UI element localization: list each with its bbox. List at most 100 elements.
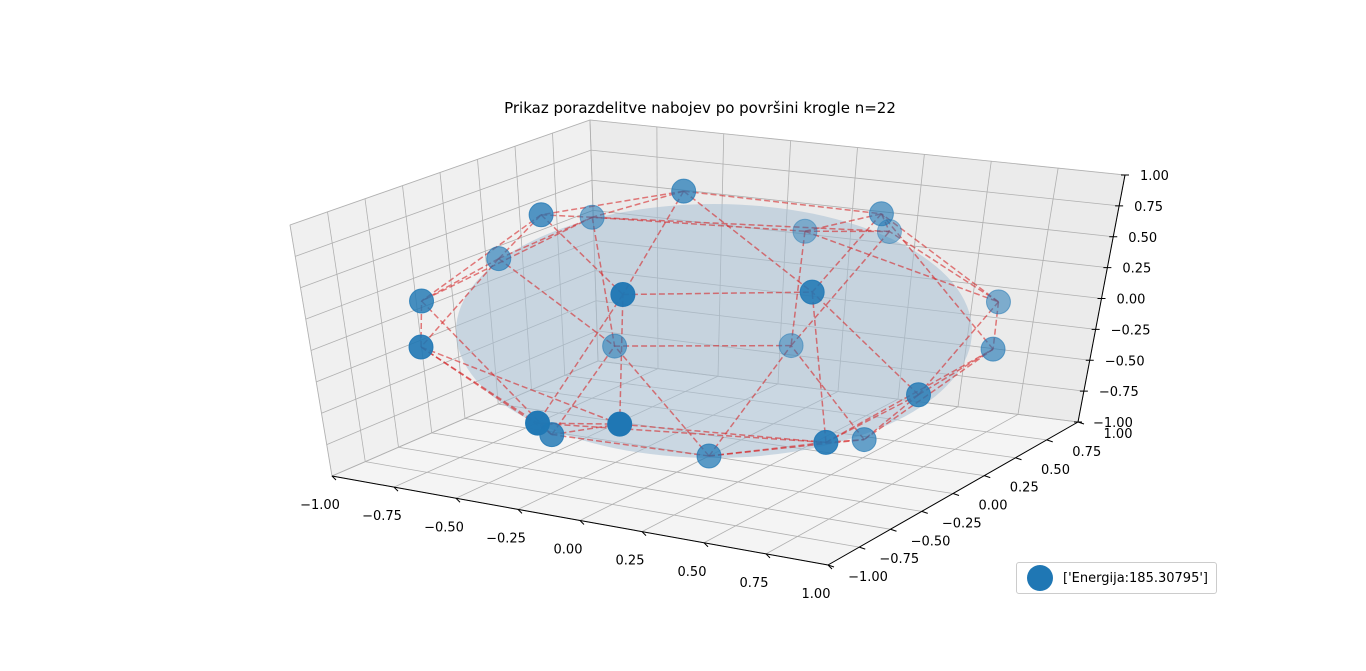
x-tick-label: 0.25 (616, 554, 645, 569)
connection-line (889, 230, 999, 303)
y-tick-label: −0.25 (942, 516, 982, 531)
sphere-fill (456, 204, 972, 458)
connection-line (863, 348, 994, 441)
data-point (607, 411, 633, 437)
connection-line (498, 258, 616, 347)
connection-line (708, 441, 827, 457)
x-tick-label: −1.00 (300, 498, 340, 513)
x-tick-label: 0.75 (740, 576, 769, 591)
connection-line (622, 190, 685, 295)
y-tick-label: 1.00 (1104, 427, 1133, 442)
z-tick-label: 0.75 (1134, 200, 1163, 215)
x-tick (331, 475, 337, 481)
connection-line (880, 213, 994, 350)
x-tick-label: −0.25 (486, 531, 526, 546)
connection-line (540, 190, 684, 216)
data-point (610, 282, 636, 308)
x-tick-label: −0.50 (424, 520, 464, 535)
y-tick-label: 0.75 (1072, 445, 1101, 460)
y-tick-label: 0.25 (1010, 481, 1039, 496)
gridline (765, 414, 1019, 555)
z-tick-label: 0.50 (1128, 231, 1157, 246)
z-tick-label: −0.50 (1105, 354, 1145, 369)
connection-line (917, 301, 1000, 396)
connection-line (619, 423, 826, 444)
data-point (486, 246, 512, 272)
connection-line (540, 214, 624, 296)
x-tick (579, 520, 585, 525)
x-tick (517, 509, 523, 514)
x-tick-label: 0.00 (554, 543, 583, 558)
data-point (778, 333, 804, 359)
connection-line (592, 216, 890, 233)
y-tick-label: 0.00 (979, 499, 1008, 514)
data-point (906, 382, 932, 408)
data-point (813, 429, 839, 455)
x-axis-line (331, 475, 829, 566)
data-point (799, 279, 825, 305)
connection-line (790, 345, 865, 441)
z-tick-label: 1.00 (1140, 169, 1169, 184)
x-tick-label: 0.50 (678, 565, 707, 580)
connection-line (618, 294, 624, 425)
connection-line (811, 292, 827, 443)
connection-line (708, 345, 792, 457)
y-tick (984, 475, 991, 479)
data-point (851, 427, 877, 453)
y-tick-label: −0.75 (879, 552, 919, 567)
z-tick-label: −0.25 (1111, 323, 1151, 338)
data-point (696, 443, 722, 469)
connection-line (420, 258, 500, 348)
gridline (589, 119, 1126, 176)
z-axis-line (1077, 174, 1126, 423)
gridline (1017, 168, 1059, 415)
connection-line (811, 291, 920, 396)
connection-line (591, 217, 616, 347)
connection-line (804, 213, 882, 232)
y-tick (952, 493, 960, 496)
connection-line (622, 291, 813, 296)
x-tick-label: 1.00 (802, 587, 831, 602)
connection-line (420, 300, 553, 436)
connection-line (591, 190, 684, 218)
data-point (409, 288, 435, 314)
y-tick (859, 546, 866, 550)
data-point (980, 336, 1006, 362)
data-point (579, 204, 605, 230)
y-tick (1015, 457, 1022, 461)
y-axis-line (827, 421, 1079, 566)
connection-line (683, 190, 882, 215)
connection-line (683, 190, 813, 293)
gridline (289, 119, 591, 226)
z-tick-label: −0.75 (1099, 385, 1139, 400)
connection-line (551, 345, 616, 436)
x-tick (641, 531, 647, 536)
connection-line (536, 294, 624, 424)
y-tick (890, 528, 897, 532)
y-tick (1046, 439, 1053, 443)
data-point (528, 202, 554, 228)
data-point (868, 201, 894, 227)
x-tick (703, 542, 709, 548)
gridline (305, 210, 594, 320)
z-tick-label: −1.00 (1093, 416, 1133, 431)
connection-line (804, 230, 999, 303)
y-tick-label: −1.00 (848, 570, 888, 585)
gridline (295, 149, 592, 257)
sphere-surface (456, 204, 972, 458)
z-tick-label: 0.00 (1117, 293, 1146, 308)
z-tick-label: 0.25 (1122, 262, 1151, 277)
data-point (671, 178, 697, 204)
connection-line (790, 230, 890, 347)
legend-label: ['Energija:185.30795'] (1063, 570, 1208, 586)
y-tick-label: 0.50 (1041, 463, 1070, 478)
gridline (300, 179, 593, 289)
gridline (590, 149, 1120, 207)
data-point (602, 333, 628, 359)
x-tick-label: −0.75 (362, 509, 402, 524)
chart-title: Prikaz porazdelitve nabojev po površini … (504, 99, 896, 117)
y-tick (921, 510, 928, 514)
data-point (985, 289, 1011, 315)
x-tick (455, 497, 461, 503)
